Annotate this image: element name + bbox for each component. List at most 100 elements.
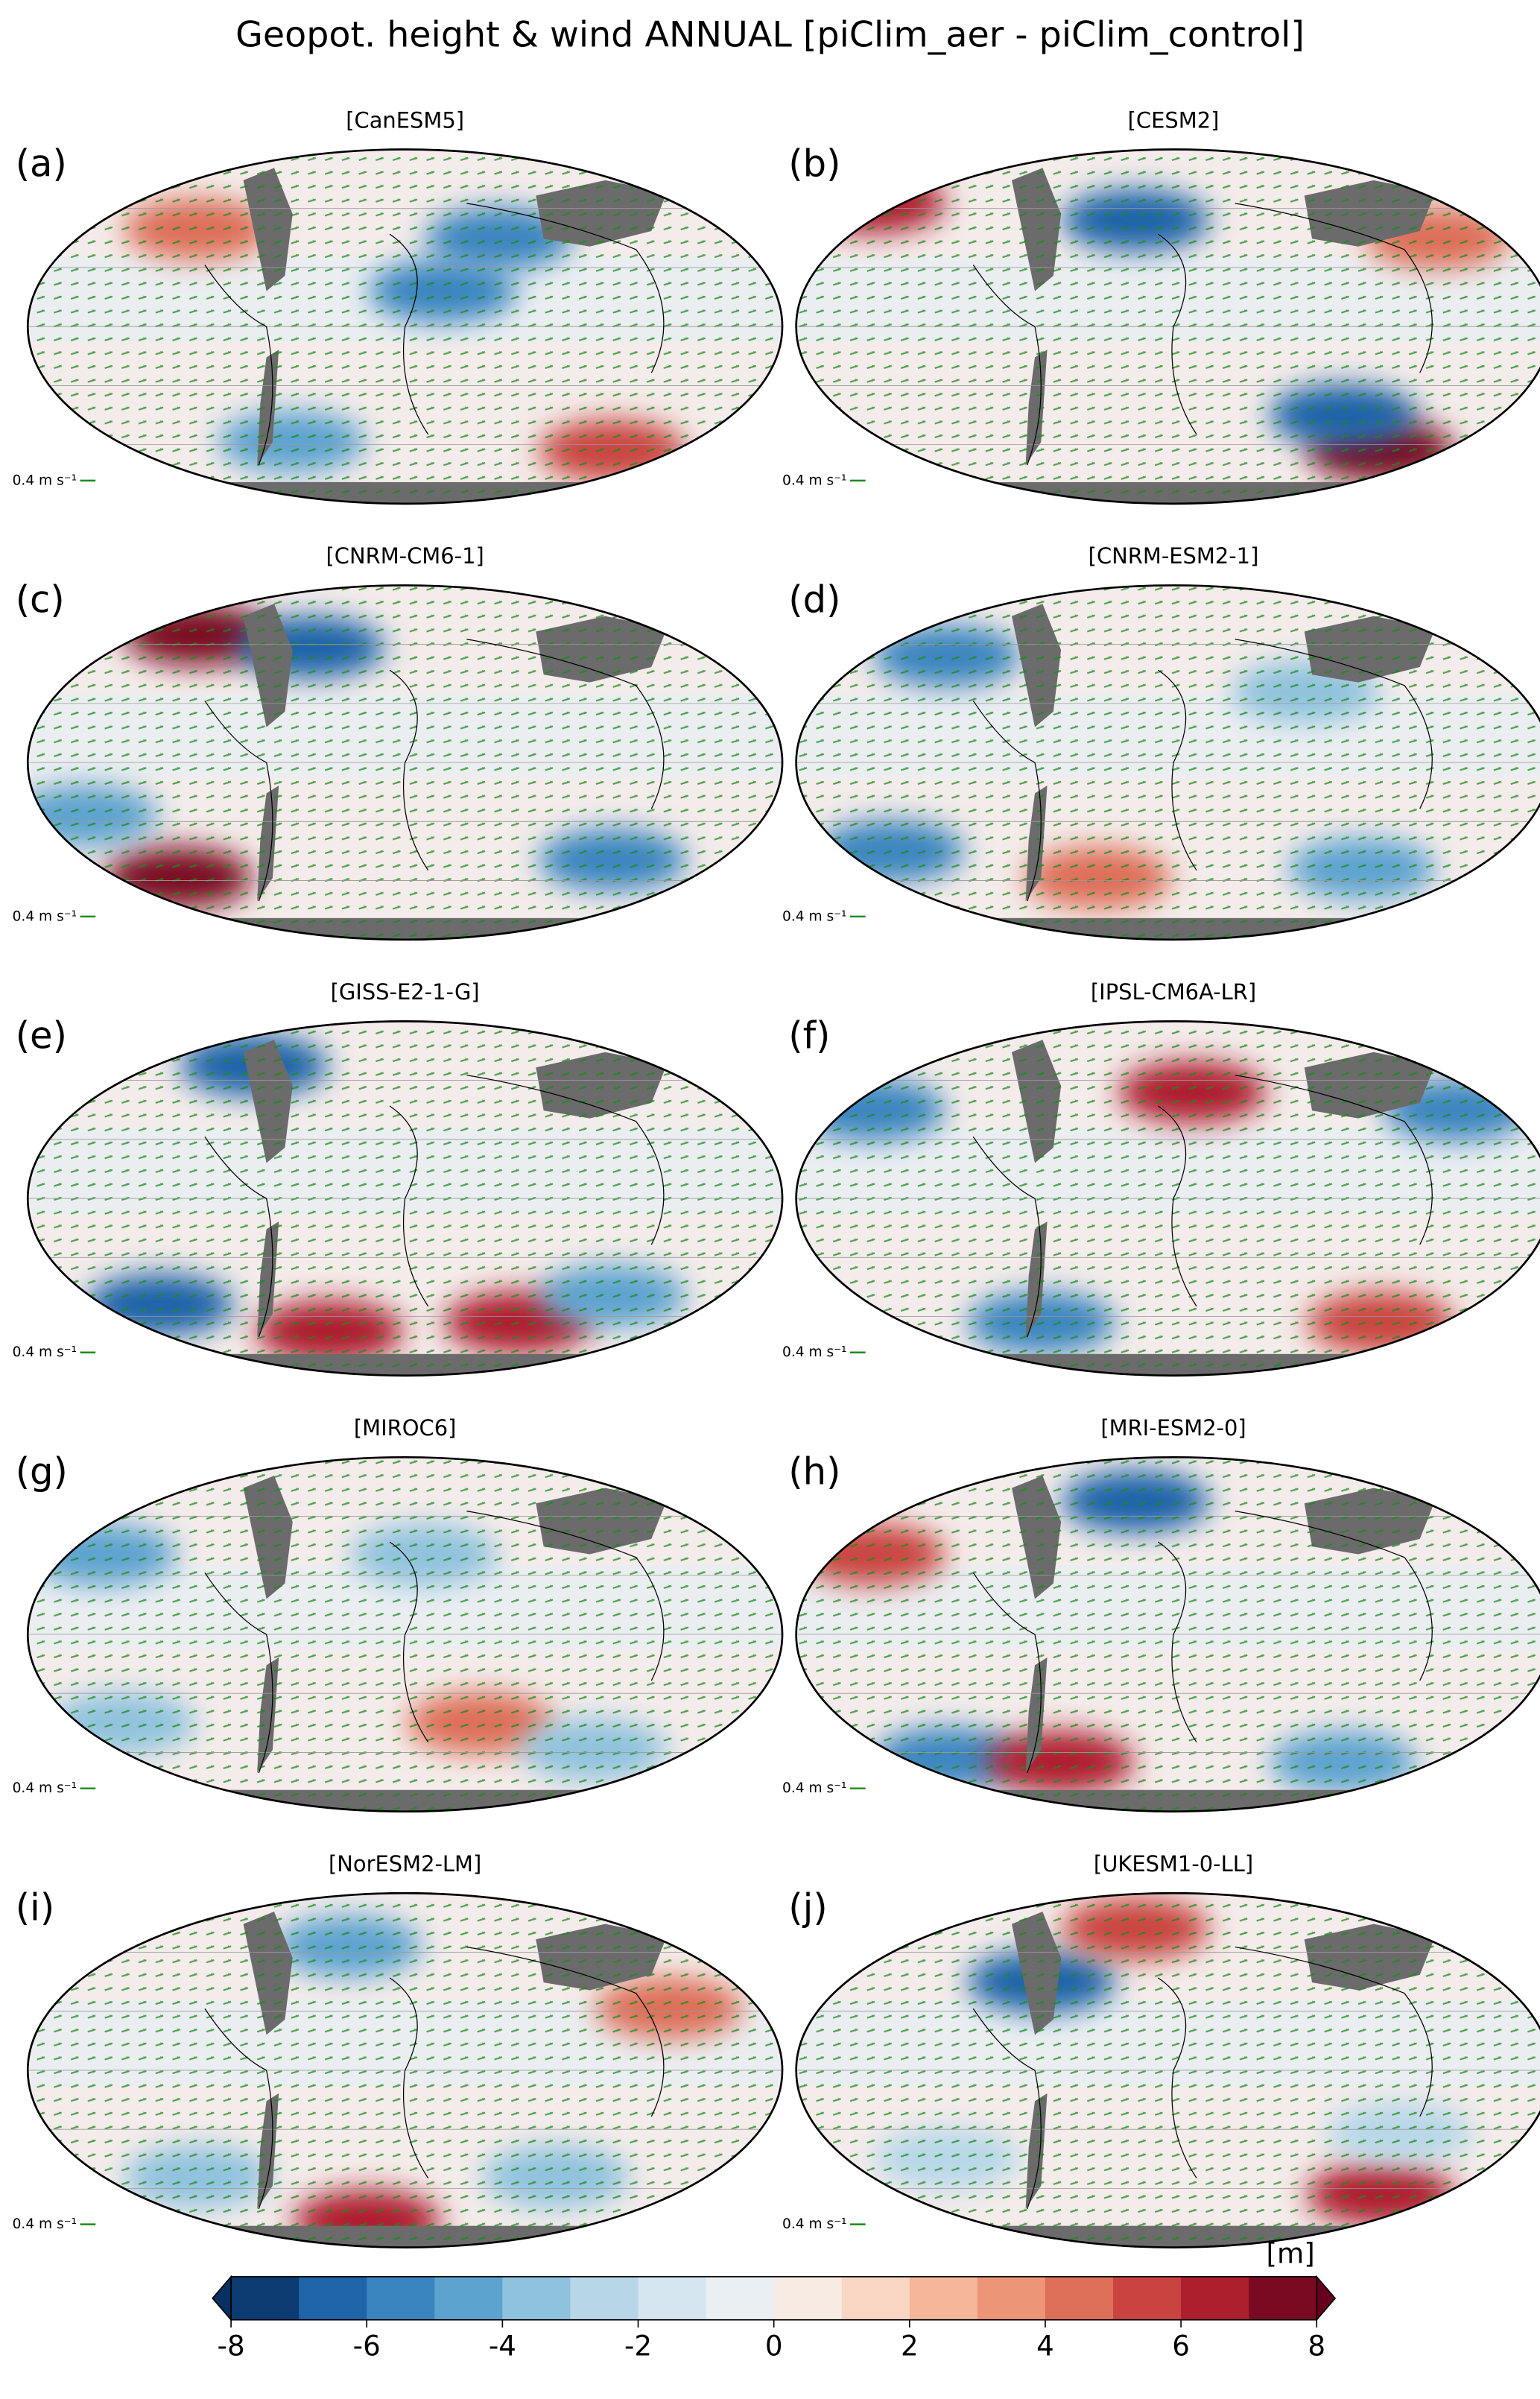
map-content bbox=[796, 149, 1540, 504]
coastline bbox=[204, 1075, 665, 1338]
map-panel: [MIROC6] (g) 0.4 m s⁻¹ bbox=[13, 1415, 784, 1813]
colorbar-segment bbox=[502, 2276, 571, 2320]
coastline bbox=[204, 203, 665, 466]
colorbar-segment bbox=[706, 2276, 775, 2320]
panel-label: (g) bbox=[16, 1450, 68, 1494]
map-outline bbox=[795, 584, 1540, 941]
coastline bbox=[972, 203, 1433, 466]
map-outline bbox=[795, 1020, 1540, 1377]
panel-label: (a) bbox=[16, 142, 67, 186]
model-name: [CNRM-ESM2-1] bbox=[1089, 543, 1259, 569]
colorbar-over bbox=[1316, 2275, 1337, 2321]
figure-title: Geopot. height & wind ANNUAL [piClim_aer… bbox=[235, 15, 1305, 56]
colorbar-under bbox=[212, 2275, 232, 2321]
reference-vector-label: 0.4 m s⁻¹ bbox=[782, 1344, 846, 1360]
map-content bbox=[796, 1021, 1540, 1376]
colorbar-segment bbox=[367, 2276, 435, 2320]
panel-label: (d) bbox=[788, 578, 840, 622]
coastline bbox=[204, 1511, 665, 1774]
tick-label: -4 bbox=[489, 2329, 516, 2362]
model-name: [UKESM1-0-LL] bbox=[1094, 1851, 1253, 1877]
reference-vector-label: 0.4 m s⁻¹ bbox=[782, 1780, 846, 1796]
colorbar: -8 -6 -4 -2 0 2 4 6 8 [m] bbox=[212, 2237, 1337, 2362]
map-panel: [NorESM2-LM] (i) 0.4 m s⁻¹ bbox=[13, 1851, 784, 2248]
model-name: [IPSL-CM6A-LR] bbox=[1091, 979, 1256, 1005]
map-panel: [CNRM-ESM2-1] (d) 0.4 m s⁻¹ bbox=[782, 543, 1540, 941]
colorbar-segment bbox=[1045, 2276, 1114, 2320]
coastline bbox=[972, 1075, 1433, 1338]
map-panel: [CNRM-CM6-1] (c) 0.4 m s⁻¹ bbox=[13, 543, 784, 941]
reference-vector-label: 0.4 m s⁻¹ bbox=[782, 472, 846, 488]
map-content bbox=[796, 1457, 1540, 1812]
model-name: [CESM2] bbox=[1128, 107, 1220, 133]
reference-vector-label: 0.4 m s⁻¹ bbox=[13, 1780, 77, 1796]
map-panel: [UKESM1-0-LL] (j) 0.4 m s⁻¹ bbox=[782, 1851, 1540, 2248]
tick-label: 8 bbox=[1308, 2329, 1325, 2362]
tick-label: 4 bbox=[1036, 2329, 1054, 2362]
colorbar-segment bbox=[231, 2276, 300, 2320]
tick-label: 6 bbox=[1172, 2329, 1190, 2362]
panels: [CanESM5] (a) 0.4 m s⁻¹ [CESM2] (b) 0.4 m s⁻¹… bbox=[13, 107, 1540, 2248]
map-content bbox=[796, 1893, 1540, 2248]
tick-label: 0 bbox=[765, 2329, 783, 2362]
reference-vector-label: 0.4 m s⁻¹ bbox=[782, 2216, 846, 2232]
coastline bbox=[204, 639, 665, 902]
map-content bbox=[28, 149, 783, 504]
map-outline bbox=[26, 1020, 784, 1377]
panel-label: (e) bbox=[16, 1014, 67, 1058]
map-outline bbox=[795, 148, 1540, 505]
colorbar-segment bbox=[841, 2276, 910, 2320]
colorbar-segment bbox=[1249, 2276, 1317, 2320]
model-name: [MIROC6] bbox=[354, 1415, 457, 1441]
panel-label: (f) bbox=[788, 1014, 830, 1058]
map-panel: [CanESM5] (a) 0.4 m s⁻¹ bbox=[13, 107, 784, 505]
reference-vector-label: 0.4 m s⁻¹ bbox=[782, 908, 846, 924]
model-name: [NorESM2-LM] bbox=[329, 1851, 481, 1877]
map-content bbox=[28, 1457, 783, 1812]
colorbar-segment bbox=[909, 2276, 978, 2320]
panel-label: (i) bbox=[16, 1886, 54, 1929]
coastline bbox=[972, 639, 1433, 902]
map-outline bbox=[26, 1455, 784, 1813]
coastline bbox=[972, 1511, 1433, 1774]
map-content bbox=[796, 585, 1540, 940]
coastline bbox=[972, 1946, 1433, 2210]
colorbar-segment bbox=[1113, 2276, 1182, 2320]
map-content bbox=[28, 1893, 783, 2248]
model-name: [CNRM-CM6-1] bbox=[326, 543, 484, 569]
panel-label: (h) bbox=[788, 1450, 840, 1494]
colorbar-segment bbox=[977, 2276, 1046, 2320]
map-panel: [CESM2] (b) 0.4 m s⁻¹ bbox=[782, 107, 1540, 505]
coastline bbox=[204, 1946, 665, 2210]
tick-label: -2 bbox=[624, 2329, 652, 2362]
panel-label: (c) bbox=[16, 578, 65, 622]
colorbar-segment bbox=[773, 2276, 843, 2320]
model-name: [GISS-E2-1-G] bbox=[331, 979, 480, 1005]
model-name: [CanESM5] bbox=[346, 107, 464, 133]
map-outline bbox=[26, 1891, 784, 2248]
reference-vector-label: 0.4 m s⁻¹ bbox=[13, 1344, 77, 1360]
tick-label: -8 bbox=[218, 2329, 245, 2362]
model-name: [MRI-ESM2-0] bbox=[1100, 1415, 1246, 1441]
map-content bbox=[28, 585, 783, 940]
reference-vector-label: 0.4 m s⁻¹ bbox=[13, 2216, 77, 2232]
colorbar-segment bbox=[299, 2276, 367, 2320]
map-outline bbox=[795, 1456, 1540, 1812]
map-outline bbox=[795, 1891, 1540, 2248]
map-outline bbox=[26, 148, 784, 505]
map-panel: [IPSL-CM6A-LR] (f) 0.4 m s⁻¹ bbox=[782, 979, 1540, 1377]
colorbar-segment bbox=[570, 2276, 639, 2320]
colorbar-label: [m] bbox=[1266, 2237, 1314, 2269]
panel-label: (j) bbox=[788, 1886, 827, 1929]
colorbar-segment bbox=[638, 2276, 707, 2320]
map-outline bbox=[26, 584, 784, 941]
tick-label: 2 bbox=[901, 2329, 919, 2362]
tick-label: -6 bbox=[353, 2329, 381, 2362]
map-panel: [GISS-E2-1-G] (e) 0.4 m s⁻¹ bbox=[13, 979, 784, 1377]
colorbar-segment bbox=[434, 2276, 503, 2320]
reference-vector-label: 0.4 m s⁻¹ bbox=[13, 908, 77, 924]
map-content bbox=[28, 1021, 783, 1376]
map-panel: [MRI-ESM2-0] (h) 0.4 m s⁻¹ bbox=[782, 1415, 1540, 1812]
